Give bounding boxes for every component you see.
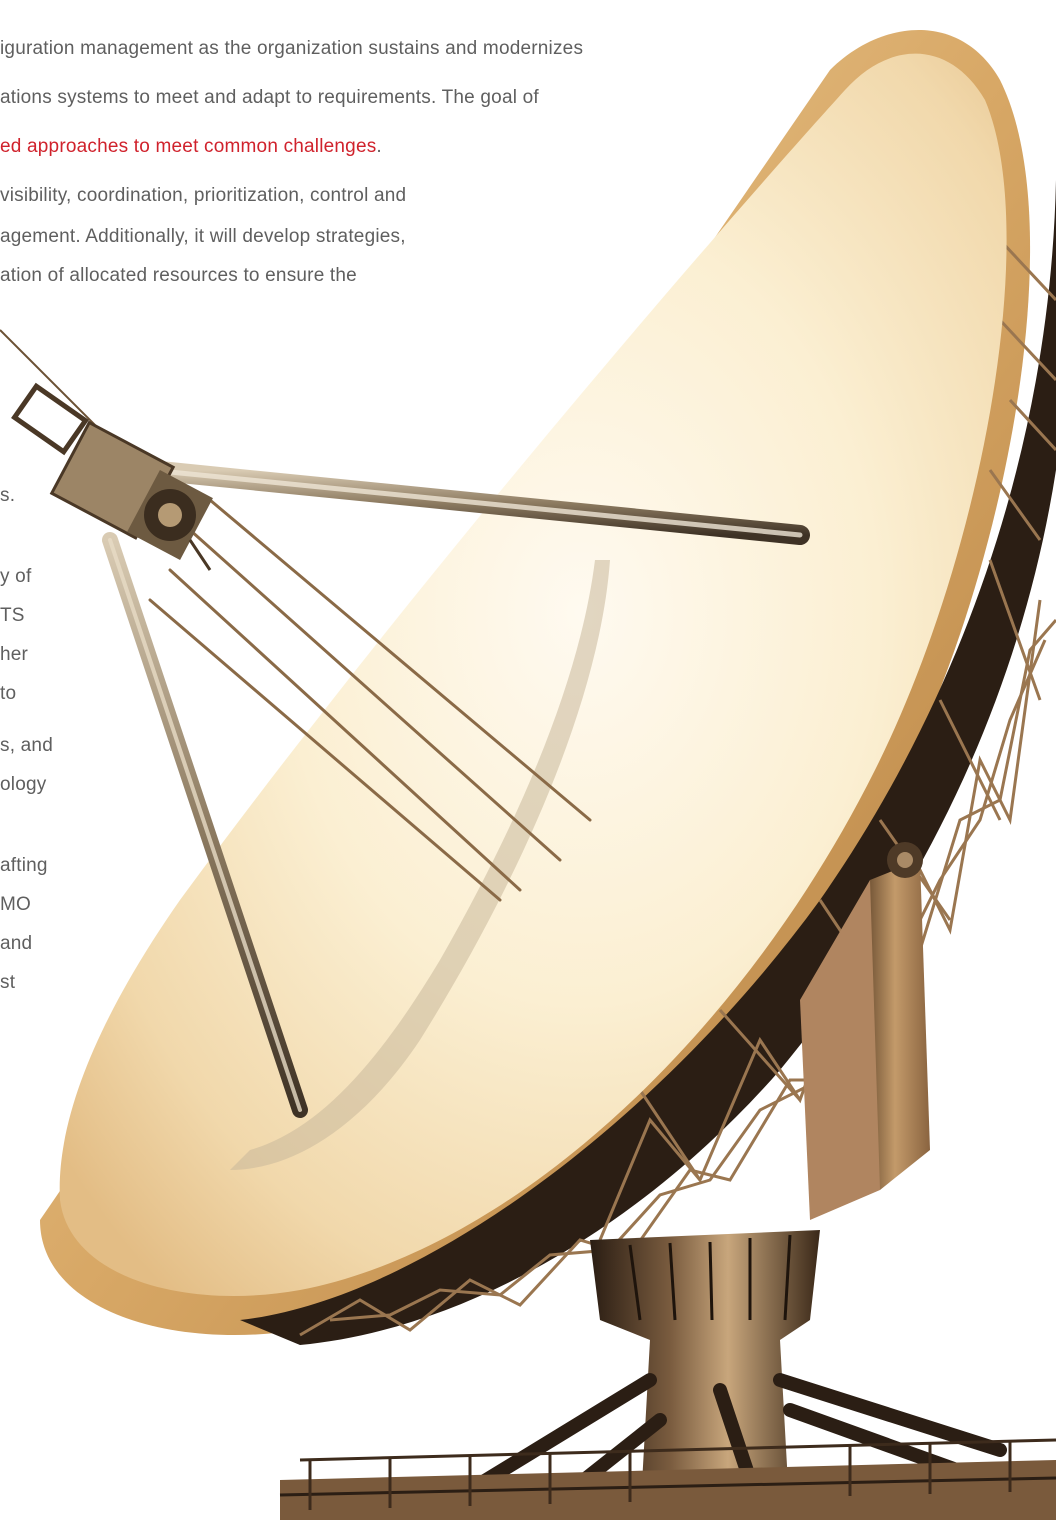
text-line: iguration management as the organization… xyxy=(0,38,584,59)
text-fragment: y of xyxy=(0,566,32,587)
text-line: agement. Additionally, it will develop s… xyxy=(0,226,406,247)
text-fragment: ology xyxy=(0,774,47,795)
text-fragment: TS xyxy=(0,605,25,626)
pedestal-ribs xyxy=(628,1234,792,1321)
highlight-text: ed approaches to meet common challenges xyxy=(0,136,377,157)
elevation-housing xyxy=(800,842,930,1220)
text-line: ation of allocated resources to ensure t… xyxy=(0,265,357,286)
dish-back-truss xyxy=(240,180,1056,1345)
text-fragment: and xyxy=(0,933,33,954)
highlight-period: . xyxy=(376,136,382,157)
text-line: ations systems to meet and adapt to requ… xyxy=(0,87,539,108)
text-fragment: s. xyxy=(0,485,16,506)
text-fragment: afting xyxy=(0,855,48,876)
text-fragment: s, and xyxy=(0,735,53,756)
text-fragment: her xyxy=(0,644,29,665)
text-line: visibility, coordination, prioritization… xyxy=(0,185,407,206)
base-platform xyxy=(279,1438,1056,1520)
feed-horn xyxy=(0,329,213,571)
text-fragment: st xyxy=(0,972,16,993)
text-fragment: to xyxy=(0,683,17,704)
text-fragment: MO xyxy=(0,894,32,915)
dish-face xyxy=(59,53,1007,1296)
highlighted-text-line: ed approaches to meet common challenges. xyxy=(0,136,382,158)
feed-struts xyxy=(102,460,810,1118)
